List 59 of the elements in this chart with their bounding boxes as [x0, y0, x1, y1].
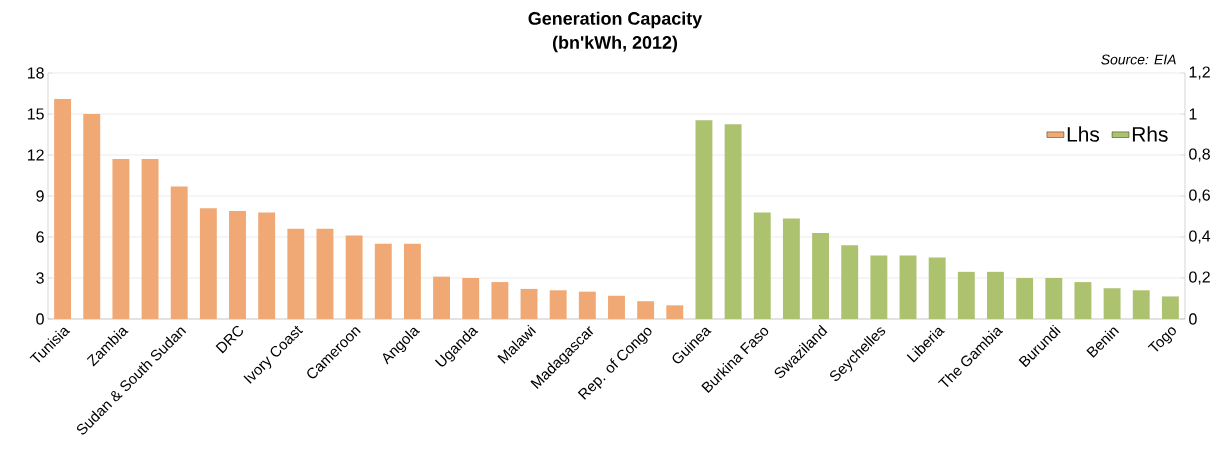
y-tick-label: 18 [27, 67, 44, 79]
bar [899, 255, 917, 319]
bar [782, 218, 800, 319]
source-note: Source: EIA [1101, 54, 1176, 65]
y-tick-label: 12 [27, 149, 44, 161]
y2-tick-label: 0,2 [1189, 271, 1210, 285]
bar [83, 113, 101, 319]
bar [141, 159, 159, 319]
y-tick-label: 0 [36, 313, 44, 325]
bar [1074, 282, 1092, 319]
bar [987, 271, 1004, 319]
chart-subtitle: (bn'kWh, 2012) [552, 35, 678, 53]
y2-tick-label: 1 [1189, 108, 1197, 120]
bar [870, 255, 888, 319]
y2-tick-label: 0,6 [1189, 189, 1210, 203]
chart-title: Generation Capacity [528, 11, 703, 29]
bar [229, 211, 246, 319]
bar [258, 212, 276, 319]
bar [1016, 277, 1034, 319]
bar [520, 288, 538, 319]
bar [1132, 290, 1150, 319]
bar [374, 243, 392, 319]
bar [345, 235, 363, 319]
bar [54, 98, 72, 319]
bar [1045, 277, 1063, 319]
bar [724, 124, 742, 319]
x-tick-label: Togo [1147, 327, 1176, 352]
bar [1161, 296, 1179, 319]
bar [637, 301, 655, 319]
bar [462, 277, 480, 319]
bar [753, 212, 771, 319]
bar [1103, 288, 1121, 319]
bar [695, 120, 713, 319]
y2-tick-label: 0 [1189, 313, 1197, 325]
y-tick-label: 15 [27, 108, 44, 120]
bar [928, 257, 946, 319]
bar [287, 228, 305, 319]
bar [491, 282, 509, 319]
legend-label: Rhs [1132, 126, 1168, 142]
bar [841, 245, 859, 319]
bar [666, 305, 684, 319]
bar [957, 271, 975, 319]
y-tick-label: 9 [36, 190, 44, 202]
bar [403, 243, 421, 319]
bar [549, 290, 567, 319]
bar [433, 276, 451, 319]
legend-label: Lhs [1067, 126, 1100, 142]
y2-tick-label: 1,2 [1189, 66, 1210, 80]
bar [112, 159, 130, 319]
bar [316, 228, 334, 319]
y2-tick-label: 0,4 [1189, 230, 1211, 244]
bar [170, 186, 188, 319]
y-tick-label: 6 [36, 231, 44, 243]
bar [608, 295, 625, 319]
bar [578, 291, 596, 319]
bar [199, 208, 217, 319]
y2-tick-label: 0,8 [1189, 148, 1210, 162]
y-tick-label: 3 [36, 272, 44, 284]
bar [812, 232, 830, 319]
